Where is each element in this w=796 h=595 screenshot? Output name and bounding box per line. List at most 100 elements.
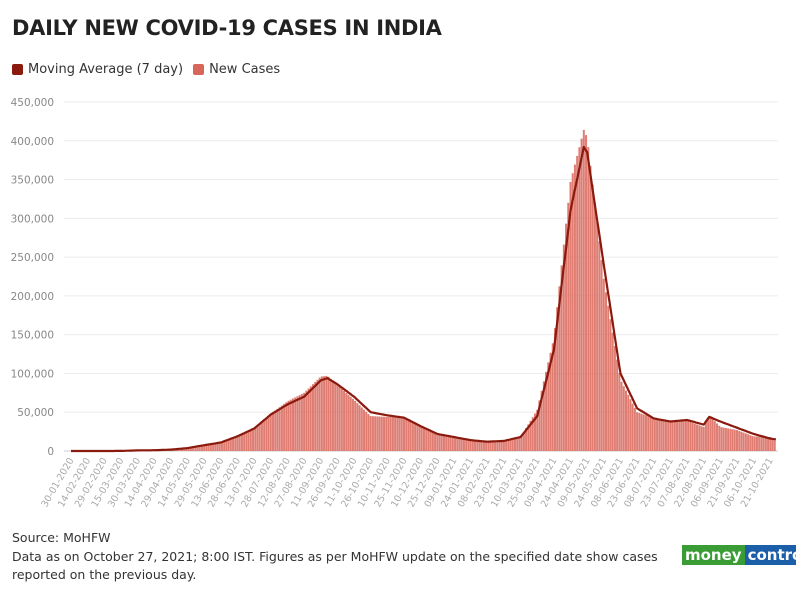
new-cases-bar <box>329 378 332 451</box>
new-cases-bar <box>571 173 574 451</box>
new-cases-bar <box>722 427 725 451</box>
new-cases-bar <box>265 417 268 451</box>
new-cases-bar <box>363 409 366 451</box>
new-cases-bar <box>289 399 292 451</box>
new-cases-bar <box>704 422 707 451</box>
source-text: Source: MoHFW <box>12 530 111 545</box>
new-cases-bar <box>316 379 319 451</box>
new-cases-bar <box>272 412 275 451</box>
new-cases-bar <box>500 440 503 451</box>
chart-plot: 0 50,000 100,000 150,000 200,000 250,000 300,0… <box>11 97 778 509</box>
new-cases-bar <box>280 405 283 451</box>
new-cases-bar <box>405 418 408 451</box>
new-cases-bar <box>380 416 383 451</box>
new-cases-bar <box>560 265 563 451</box>
new-cases-bar <box>192 446 195 451</box>
new-cases-bar <box>673 420 676 451</box>
new-cases-bar <box>416 424 419 451</box>
new-cases-bar <box>465 439 468 451</box>
new-cases-bar <box>698 425 701 451</box>
new-cases-bar <box>471 441 474 451</box>
new-cases-bar <box>553 328 556 451</box>
new-cases-bar <box>194 446 197 451</box>
new-cases-bar <box>331 380 334 451</box>
new-cases-bar <box>718 425 721 451</box>
new-cases-bar <box>549 352 552 451</box>
y-tick-label: 350,000 <box>11 175 54 187</box>
new-cases-bar <box>671 420 674 451</box>
new-cases-bar <box>598 241 601 451</box>
new-cases-bar <box>462 439 465 451</box>
new-cases-bar <box>467 440 470 451</box>
y-tick-label: 100,000 <box>11 368 54 380</box>
new-cases-bar <box>633 407 636 451</box>
new-cases-bar <box>533 413 536 451</box>
new-cases-bar <box>589 165 592 452</box>
new-cases-bar <box>260 421 263 451</box>
new-cases-bar <box>562 244 565 451</box>
legend-item-moving-average[interactable]: Moving Average (7 day) <box>12 62 183 77</box>
new-cases-bar <box>187 447 190 451</box>
new-cases-bar <box>445 435 448 451</box>
new-cases-bar <box>189 447 192 451</box>
new-cases-bar <box>287 400 290 451</box>
new-cases-bar <box>573 164 576 452</box>
new-cases-bar <box>760 436 763 451</box>
new-cases-bar <box>762 436 765 451</box>
new-cases-bar <box>220 441 223 451</box>
new-cases-bar <box>403 416 405 451</box>
new-cases-bar <box>616 359 619 451</box>
new-cases-bar <box>254 427 257 451</box>
new-cases-bar <box>449 436 452 451</box>
new-cases-bar <box>409 420 412 451</box>
new-cases-bar <box>678 420 681 451</box>
new-cases-bar <box>642 414 645 451</box>
new-cases-bar <box>596 222 599 451</box>
new-cases-bar <box>243 432 246 451</box>
new-cases-bar <box>411 422 414 451</box>
new-cases-bar <box>183 448 186 451</box>
new-cases-bar <box>682 420 685 451</box>
moneycontrol-logo: moneycontrol <box>682 545 796 565</box>
new-cases-bar <box>736 430 738 451</box>
new-cases-bar <box>311 384 314 451</box>
new-cases-bar <box>203 444 206 451</box>
moving-average-line <box>70 145 777 453</box>
new-cases-bar <box>360 407 363 451</box>
new-cases-bar <box>536 409 539 451</box>
chart-title: DAILY NEW COVID-19 CASES IN INDIA <box>12 16 442 40</box>
new-cases-bar <box>767 436 770 451</box>
new-cases-bar <box>209 443 212 451</box>
new-cases-bar <box>769 437 772 451</box>
new-cases-bar <box>225 440 228 451</box>
new-cases-bar <box>742 432 745 451</box>
new-cases-bar <box>474 441 477 451</box>
new-cases-bar <box>653 417 656 451</box>
new-cases-bar <box>496 441 499 451</box>
new-cases-bar <box>292 398 294 451</box>
new-cases-bar <box>656 418 659 451</box>
new-cases-bar <box>627 394 630 451</box>
new-cases-bar <box>724 427 727 451</box>
y-tick-label: 200,000 <box>11 291 54 303</box>
new-cases-bar <box>647 415 650 451</box>
new-cases-bar <box>365 411 368 451</box>
new-cases-bar <box>356 403 359 451</box>
new-cases-bar <box>509 439 512 451</box>
new-cases-bar <box>727 428 730 451</box>
new-cases-bar <box>456 437 459 451</box>
legend-item-new-cases[interactable]: New Cases <box>193 62 280 77</box>
new-cases-bar <box>740 431 743 451</box>
new-cases-bar <box>343 390 346 451</box>
new-cases-bar <box>398 416 401 451</box>
new-cases-bar <box>480 441 483 451</box>
new-cases-bar <box>283 403 286 451</box>
new-cases-bar <box>733 429 736 451</box>
new-cases-bar <box>687 421 690 451</box>
y-tick-label: 450,000 <box>11 97 54 109</box>
new-cases-bar <box>651 417 654 451</box>
new-cases-bar <box>276 408 279 451</box>
new-cases-bar <box>358 405 361 451</box>
new-cases-bar <box>236 435 239 451</box>
new-cases-bar <box>518 437 521 451</box>
